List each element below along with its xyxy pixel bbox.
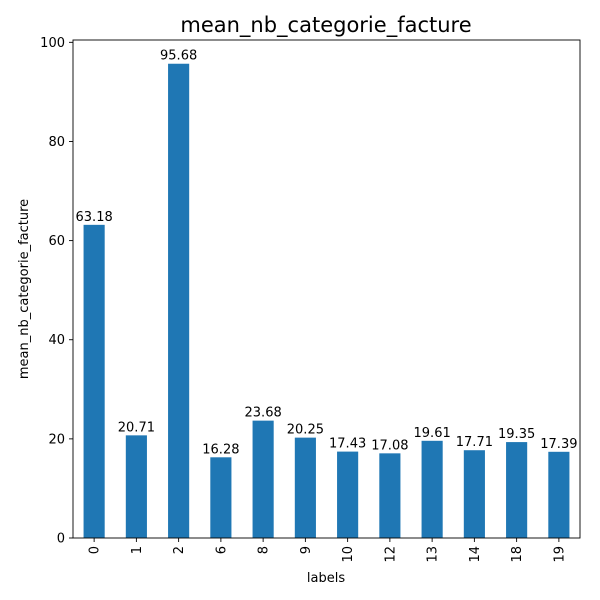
- bar-14: [463, 450, 485, 538]
- x-tick-label-13: 13: [426, 546, 441, 563]
- y-tick-label-0: 0: [57, 532, 65, 547]
- x-tick-label-14: 14: [468, 546, 483, 563]
- x-tick-label-18: 18: [510, 546, 525, 563]
- x-tick-label-12: 12: [383, 546, 398, 563]
- x-tick-label-6: 6: [214, 546, 229, 554]
- bar-13: [421, 440, 443, 538]
- bar-2: [168, 63, 190, 539]
- x-tick-label-10: 10: [341, 546, 356, 563]
- data-label-1: 20.71: [118, 420, 155, 435]
- data-label-6: 16.28: [202, 442, 239, 457]
- bar-9: [294, 437, 316, 538]
- y-tick-label-80: 80: [48, 135, 65, 150]
- bar-19: [548, 451, 570, 538]
- data-label-19: 17.39: [540, 437, 577, 452]
- bar-18: [506, 442, 528, 538]
- bar-12: [379, 453, 401, 538]
- x-tick-label-1: 1: [130, 546, 145, 554]
- bar-8: [252, 420, 274, 538]
- chart-title: mean_nb_categorie_facture: [180, 13, 471, 38]
- data-labels-layer: 63.18 20.71 95.68 16.28 23.68 20.25 17.43 17.08…: [76, 49, 578, 458]
- y-axis-label: mean_nb_categorie_facture: [17, 199, 32, 379]
- y-tick-label-20: 20: [48, 432, 65, 447]
- data-label-18: 19.35: [498, 427, 535, 442]
- y-tick-label-40: 40: [48, 333, 65, 348]
- data-label-9: 20.25: [287, 423, 324, 438]
- y-axis: 0 20 40 60 80 100: [40, 36, 73, 547]
- data-label-14: 17.71: [456, 435, 493, 450]
- data-label-2: 95.68: [160, 49, 197, 64]
- x-tick-label-19: 19: [552, 546, 567, 563]
- x-tick-label-2: 2: [172, 546, 187, 554]
- x-tick-label-9: 9: [299, 546, 314, 554]
- bar-1: [125, 435, 147, 538]
- bar-0: [83, 224, 105, 538]
- data-label-8: 23.68: [245, 406, 282, 421]
- x-axis: 0 1 2 6 8 9 10 12 13 14 18 19: [88, 538, 567, 563]
- data-label-13: 19.61: [414, 426, 451, 441]
- data-label-10: 17.43: [329, 437, 366, 452]
- y-tick-label-60: 60: [48, 234, 65, 249]
- plot-frame: [72, 39, 581, 539]
- x-tick-label-8: 8: [257, 546, 272, 554]
- bar-6: [210, 457, 232, 538]
- x-tick-label-0: 0: [88, 546, 103, 554]
- y-tick-label-100: 100: [40, 36, 65, 51]
- data-label-0: 63.18: [76, 210, 113, 225]
- x-axis-label: labels: [307, 571, 345, 586]
- bars-layer: [83, 63, 570, 539]
- data-label-12: 17.08: [371, 438, 408, 453]
- plot-area-background: [73, 40, 580, 538]
- bar-10: [337, 451, 359, 538]
